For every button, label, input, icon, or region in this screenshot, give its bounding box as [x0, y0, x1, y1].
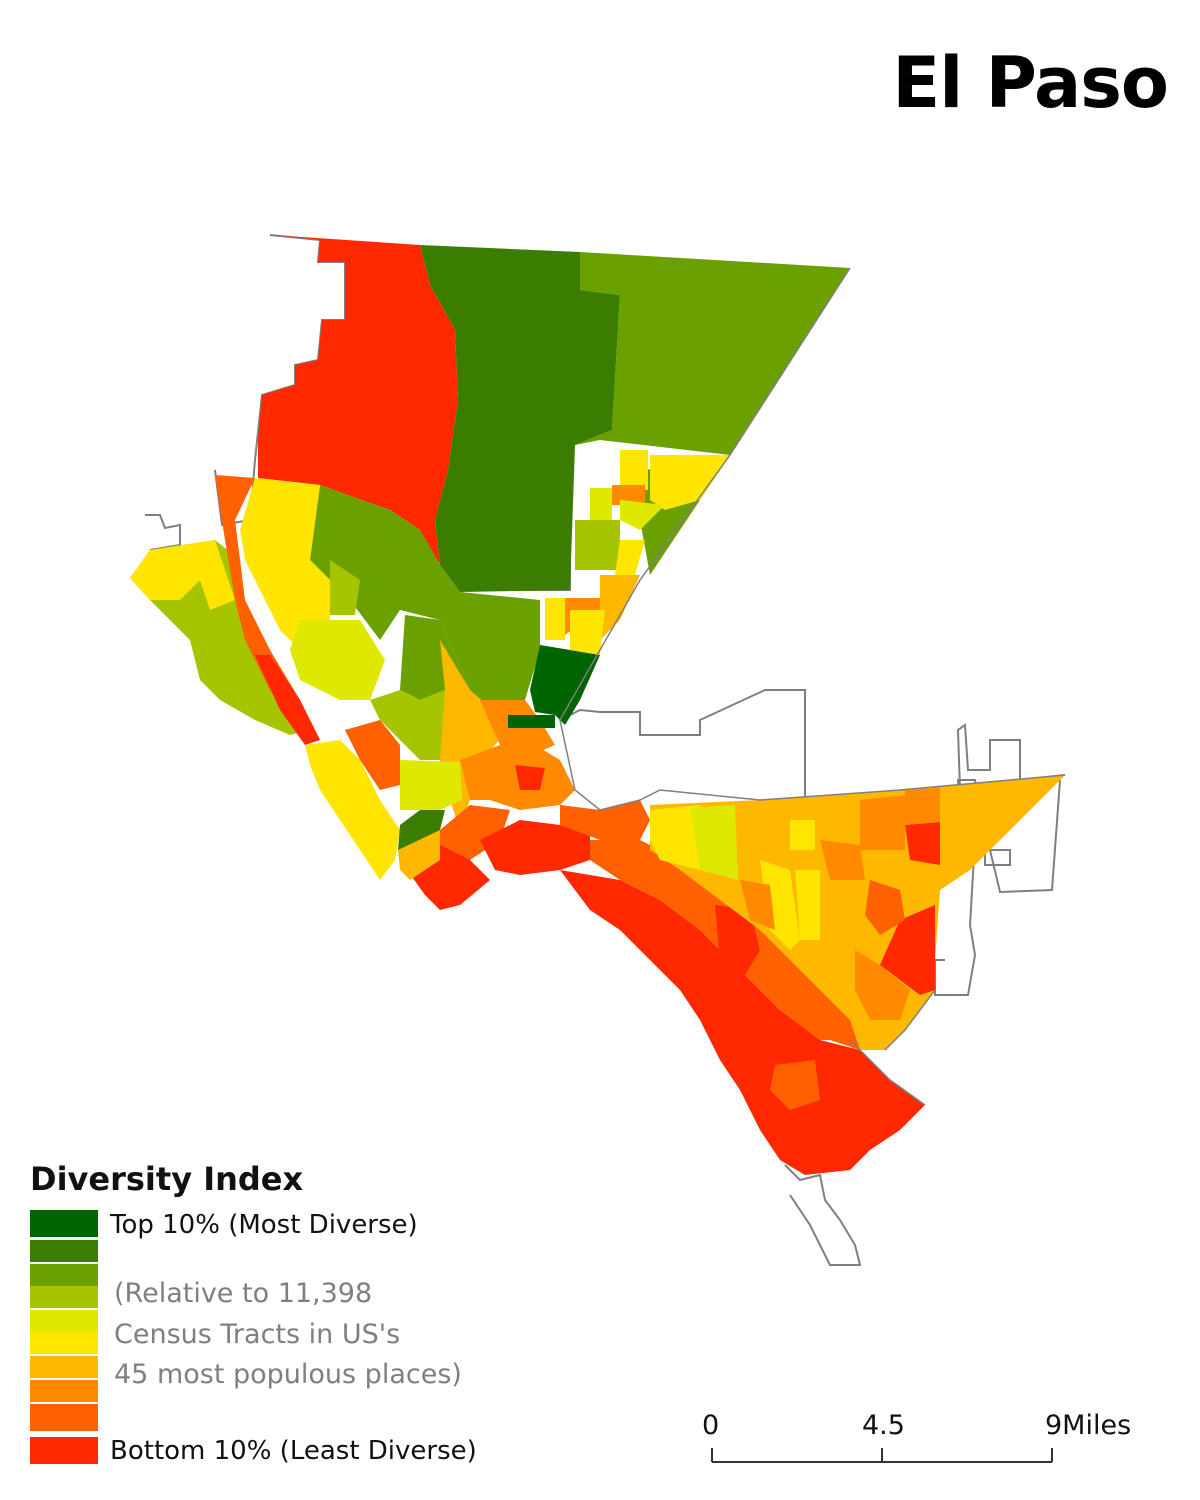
tract-n-darkgreen — [420, 245, 620, 592]
legend-swatch-8 — [30, 1380, 98, 1402]
tract-wl-yg — [400, 760, 462, 810]
tract-e-red1 — [905, 822, 940, 865]
tract-ne-orange1 — [612, 485, 645, 505]
tract-wc-yg2 — [330, 560, 360, 615]
tract-e-orange3 — [905, 788, 940, 825]
tract-dt-red1 — [515, 765, 545, 790]
tract-ne-orange3 — [600, 575, 640, 640]
tract-e-yellow1 — [650, 805, 700, 870]
legend-title: Diversity Index — [30, 1160, 304, 1198]
legend-swatch-7 — [30, 1356, 98, 1378]
tract-wc-yg — [290, 620, 385, 700]
tract-c-top10 — [530, 645, 600, 725]
scale-bar: 0 4.5 9Miles — [690, 1410, 1150, 1470]
scale-label-mid: 4.5 — [862, 1410, 905, 1441]
legend-swatch-3 — [30, 1264, 98, 1286]
tract-ne-yellow4 — [545, 598, 565, 640]
tract-w-red-strip — [255, 655, 320, 745]
tract-s-orange2 — [770, 1060, 820, 1110]
legend-note-line-3: 45 most populous places) — [114, 1359, 462, 1390]
tract-e-orange5 — [820, 840, 865, 880]
tract-e-yellow3 — [795, 870, 820, 940]
scale-label-end: 9Miles — [1045, 1410, 1132, 1441]
tract-e-red2 — [880, 905, 935, 995]
tract-ne-green — [575, 252, 850, 455]
tract-ne-yg1 — [590, 488, 612, 520]
tract-e-yellow2 — [790, 820, 815, 850]
tract-dt-orange4 — [560, 800, 650, 840]
legend-swatch-6 — [30, 1332, 98, 1354]
tract-ne-yellow5 — [570, 610, 605, 655]
tract-s-red — [560, 870, 925, 1175]
tract-c-top10b — [508, 715, 555, 728]
tract-e-yellow-tip — [940, 775, 1065, 890]
tract-fw-yellow — [130, 540, 235, 610]
tract-e-orange4 — [855, 950, 910, 1020]
tract-dt-orange2 — [440, 805, 510, 860]
tract-wl-orange — [345, 720, 400, 790]
tract-ne-yellow3 — [615, 540, 645, 575]
legend-swatch-9 — [30, 1404, 98, 1431]
legend-top-label: Top 10% (Most Diverse) — [110, 1210, 418, 1240]
map-legend: Diversity Index Top 10% (Most Diverse) (… — [30, 1160, 550, 1480]
tract-dt-orange3 — [398, 830, 440, 880]
tract-s-red2 — [715, 905, 760, 975]
tract-wl-yellow — [305, 740, 400, 880]
legend-note-line-1: (Relative to 11,398 — [114, 1278, 373, 1309]
tract-ne-yellow1 — [620, 450, 648, 490]
scale-bar-line — [711, 1448, 1053, 1463]
tract-e-orange2 — [860, 795, 905, 850]
tract-ne-yg2 — [575, 520, 620, 570]
tract-dt-red3 — [480, 820, 590, 875]
tract-e-yg1 — [690, 805, 738, 880]
legend-swatch-5 — [30, 1310, 98, 1332]
legend-swatch-10 — [30, 1437, 98, 1464]
tract-e-orange6 — [865, 880, 905, 935]
legend-swatch-1 — [30, 1210, 98, 1237]
legend-swatch-2 — [30, 1240, 98, 1262]
map-title: El Paso — [892, 42, 1169, 124]
census-tracts — [130, 235, 1065, 1175]
tract-ne-yellow2 — [650, 455, 730, 510]
tract-outline — [559, 267, 1066, 1106]
legend-swatch-4 — [30, 1286, 98, 1308]
tract-w-yellow — [240, 478, 330, 650]
tract-e-orange7 — [740, 880, 775, 930]
legend-bottom-label: Bottom 10% (Least Diverse) — [110, 1436, 477, 1466]
tract-nw-red — [258, 235, 458, 565]
tract-ne-yg3 — [620, 500, 665, 530]
tract-w-orange — [215, 475, 320, 740]
tract-cw-green — [310, 485, 540, 715]
legend-note-line-2: Census Tracts in US's — [114, 1319, 401, 1350]
scale-label-0: 0 — [702, 1410, 720, 1441]
